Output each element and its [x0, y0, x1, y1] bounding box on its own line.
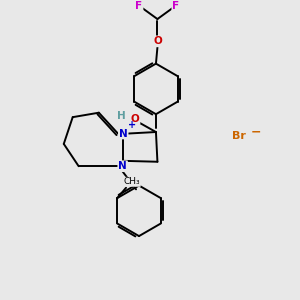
- Text: CH₃: CH₃: [124, 177, 140, 186]
- Text: +: +: [128, 120, 136, 130]
- Text: N: N: [118, 161, 127, 171]
- Text: F: F: [172, 1, 179, 11]
- Text: H: H: [117, 111, 125, 121]
- Text: Br: Br: [232, 131, 246, 142]
- Text: −: −: [250, 125, 261, 139]
- Text: N: N: [119, 128, 128, 139]
- Text: F: F: [135, 1, 142, 11]
- Text: O: O: [153, 36, 162, 46]
- Text: O: O: [131, 114, 140, 124]
